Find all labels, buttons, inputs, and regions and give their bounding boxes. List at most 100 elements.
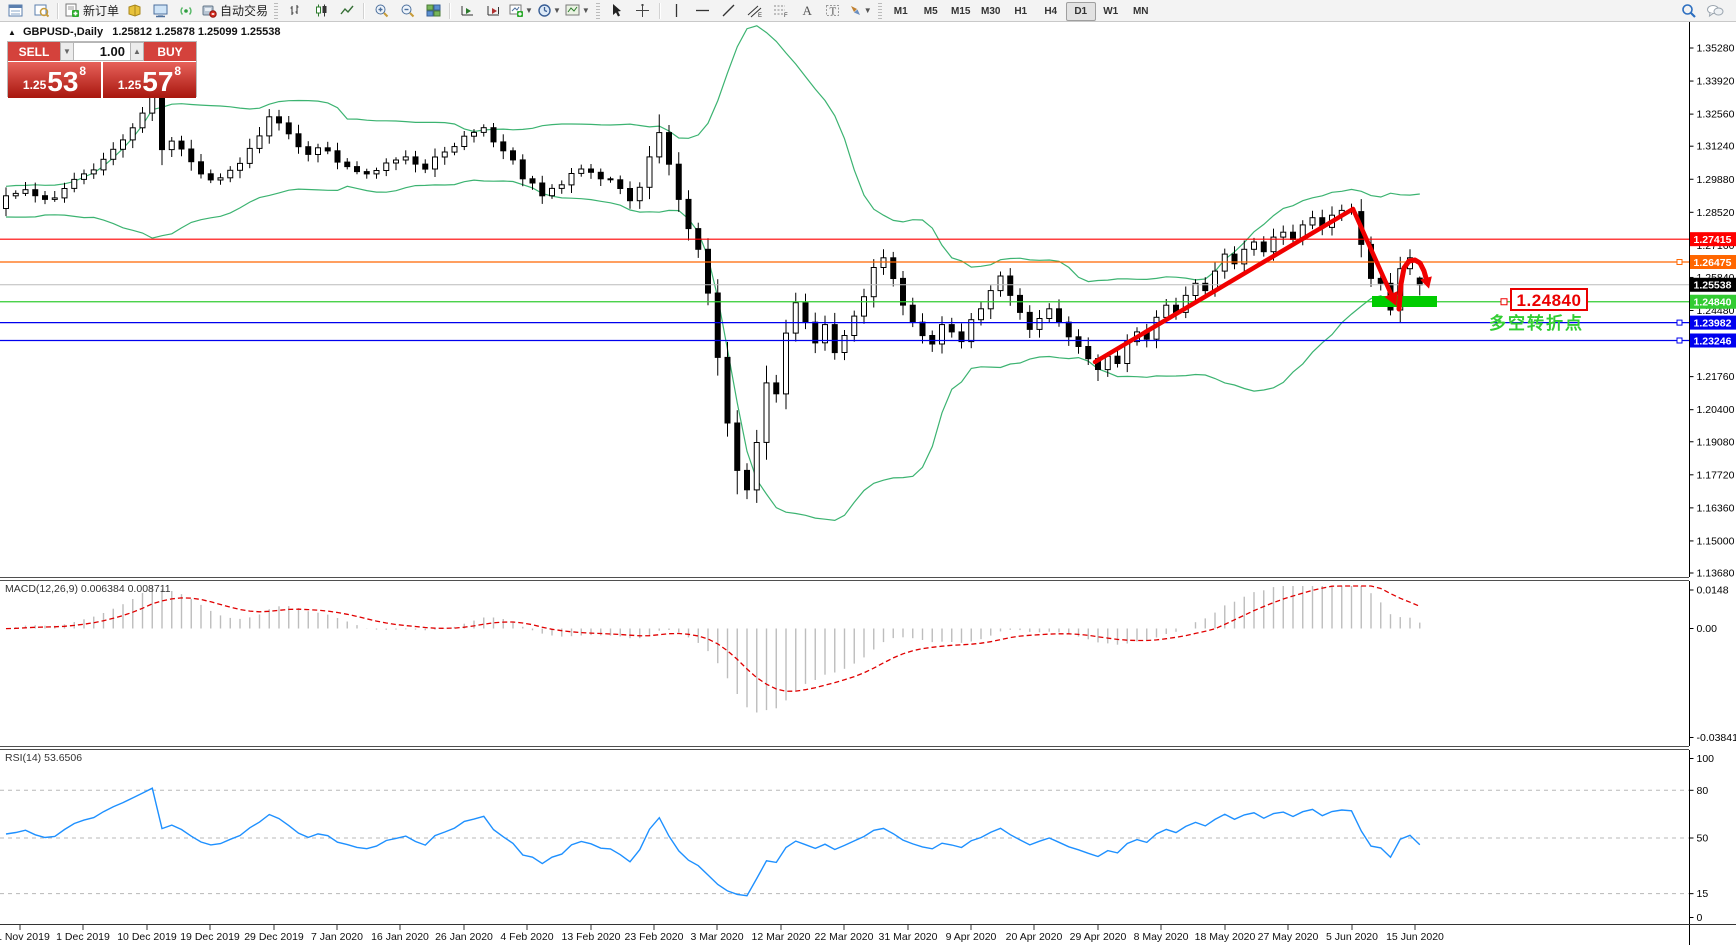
price-tag-anchor xyxy=(1500,298,1508,306)
volume-input[interactable]: 1.00 xyxy=(74,42,130,61)
line-chart-type-icon[interactable] xyxy=(334,1,360,21)
symbol-ohlc: 1.25812 1.25878 1.25099 1.25538 xyxy=(112,26,281,38)
svg-text:0: 0 xyxy=(1697,912,1703,924)
price-axis: 1.35280 1.33920 1.32560 1.31240 1.29880 1.285… xyxy=(1689,43,1735,577)
svg-text:E: E xyxy=(758,13,762,18)
note-annotation[interactable]: 多空转折点 xyxy=(1489,314,1584,333)
arrows-tool-icon[interactable]: ▼ xyxy=(846,1,874,21)
bollinger-bands xyxy=(5,25,1421,522)
candlestick-chart-type-icon[interactable] xyxy=(308,1,334,21)
svg-text:1.23246: 1.23246 xyxy=(1694,335,1732,347)
svg-text:1.31240: 1.31240 xyxy=(1697,141,1735,153)
new-order-button[interactable]: 新订单 xyxy=(62,1,121,21)
zoom-out-icon[interactable] xyxy=(394,1,420,21)
svg-text:0.00: 0.00 xyxy=(1697,623,1718,635)
new-chart-button[interactable]: ▼ xyxy=(506,1,535,21)
svg-text:80: 80 xyxy=(1697,785,1709,797)
svg-text:F: F xyxy=(784,13,788,18)
terminal-icon[interactable] xyxy=(147,1,173,21)
time-tick-label: 15 Jun 2020 xyxy=(1386,931,1444,943)
timeframe-button-M15[interactable]: M15 xyxy=(950,5,971,17)
time-tick-label: 23 Feb 2020 xyxy=(625,931,684,943)
buy-price-pip: 8 xyxy=(174,64,182,78)
history-center-icon[interactable] xyxy=(121,1,147,21)
trend-annotations[interactable] xyxy=(1092,206,1508,365)
signals-icon[interactable] xyxy=(173,1,199,21)
macd-panel[interactable]: 0.0148 0.00 -0.038415 xyxy=(0,581,1736,746)
chat-icon[interactable] xyxy=(1702,1,1728,21)
symbol-info: ▲ GBPUSD-,Daily 1.25812 1.25878 1.25099 … xyxy=(8,26,280,38)
time-tick-label: 3 Mar 2020 xyxy=(690,931,743,943)
search-icon[interactable] xyxy=(1676,1,1702,21)
data-window-icon[interactable] xyxy=(28,1,54,21)
sell-button[interactable]: SELL xyxy=(8,42,60,61)
profiles-clock-icon[interactable]: ▼ xyxy=(535,1,563,21)
cursor-tool-icon[interactable] xyxy=(604,1,630,21)
bar-chart-type-icon[interactable] xyxy=(282,1,308,21)
rsi-label: RSI(14) 53.6506 xyxy=(5,752,83,764)
macd-signal-line xyxy=(5,585,1421,692)
timeframe-button-MN[interactable]: MN xyxy=(1132,5,1149,17)
toolbar: 新订单 自动交易 ▼ ▼ ▼ E F A T ▼ M1 M5 M15 M30 H1 H4 D… xyxy=(0,0,1736,22)
tile-windows-icon[interactable] xyxy=(420,1,446,21)
timeframe-button-H4[interactable]: H4 xyxy=(1044,5,1058,17)
autotrading-button[interactable]: 自动交易 xyxy=(199,1,270,21)
time-tick-label: 22 Mar 2020 xyxy=(815,931,874,943)
text-tool-icon[interactable]: A xyxy=(794,1,820,21)
hline-objects[interactable]: 1.27415 1.26475 1.25538 1.24840 1.23982 1.232… xyxy=(0,232,1736,348)
svg-text:1.33920: 1.33920 xyxy=(1697,76,1735,88)
time-tick-label: 1 Dec 2019 xyxy=(56,931,110,943)
time-tick-label: 21 Nov 2019 xyxy=(0,931,50,943)
panel-separator[interactable] xyxy=(0,746,1689,750)
svg-text:1.19080: 1.19080 xyxy=(1697,436,1735,448)
svg-text:1.32560: 1.32560 xyxy=(1697,109,1735,121)
macd-content xyxy=(5,585,1421,713)
time-tick-label: 26 Jan 2020 xyxy=(435,931,493,943)
text-label-tool-icon[interactable]: T xyxy=(820,1,846,21)
trendline-tool-icon[interactable] xyxy=(716,1,742,21)
price-tag-annotation[interactable]: 1.24840 xyxy=(1510,288,1588,311)
crosshair-tool-icon[interactable] xyxy=(630,1,656,21)
fibonacci-tool-icon[interactable]: F xyxy=(768,1,794,21)
autotrading-label: 自动交易 xyxy=(220,4,269,18)
horizontal-line-tool-icon[interactable] xyxy=(690,1,716,21)
equidistant-channel-tool-icon[interactable]: E xyxy=(742,1,768,21)
timeframe-button-M1[interactable]: M1 xyxy=(893,5,908,17)
sell-price-prefix: 1.25 xyxy=(22,78,47,92)
timeframe-button-M5[interactable]: M5 xyxy=(923,5,938,17)
trendline-down xyxy=(1350,206,1394,297)
svg-text:1.28520: 1.28520 xyxy=(1697,207,1735,219)
time-tick-label: 27 May 2020 xyxy=(1258,931,1319,943)
price-chart-panel[interactable]: 1.35280 1.33920 1.32560 1.31240 1.29880 1.285… xyxy=(0,22,1736,577)
timeframe-button-W1[interactable]: W1 xyxy=(1103,5,1119,17)
timeframe-button-M30[interactable]: M30 xyxy=(980,5,1001,17)
time-tick-label: 18 May 2020 xyxy=(1195,931,1256,943)
zoom-in-icon[interactable] xyxy=(368,1,394,21)
time-tick-label: 29 Dec 2019 xyxy=(244,931,304,943)
market-watch-icon[interactable] xyxy=(2,1,28,21)
volume-up-button[interactable]: ▲ xyxy=(130,42,144,61)
auto-scroll-icon[interactable] xyxy=(454,1,480,21)
sell-price-button[interactable]: 1.25 53 8 xyxy=(8,62,101,98)
buy-button[interactable]: BUY xyxy=(144,42,196,61)
templates-icon[interactable]: ▼ xyxy=(563,1,592,21)
rsi-value: 53.6506 xyxy=(44,752,83,764)
svg-text:50: 50 xyxy=(1697,833,1709,845)
time-tick-label: 10 Dec 2019 xyxy=(117,931,177,943)
chart-shift-icon[interactable] xyxy=(480,1,506,21)
vertical-line-tool-icon[interactable] xyxy=(664,1,690,21)
timeframe-button-D1[interactable]: D1 xyxy=(1065,1,1096,21)
svg-text:T: T xyxy=(830,6,837,18)
timeframe-button-H1[interactable]: H1 xyxy=(1014,5,1028,17)
volume-down-button[interactable]: ▼ xyxy=(60,42,74,61)
time-tick-label: 5 Jun 2020 xyxy=(1326,931,1378,943)
rsi-axis: 100 80 50 15 0 xyxy=(1689,753,1714,924)
panel-separator[interactable] xyxy=(0,577,1689,581)
buy-price-button[interactable]: 1.25 57 8 xyxy=(103,62,196,98)
svg-text:1.15000: 1.15000 xyxy=(1697,535,1735,547)
rsi-panel[interactable]: 100 80 50 15 0 xyxy=(0,750,1736,925)
collapse-triangle-icon[interactable]: ▲ xyxy=(8,28,16,37)
time-tick-label: 19 Dec 2019 xyxy=(180,931,240,943)
